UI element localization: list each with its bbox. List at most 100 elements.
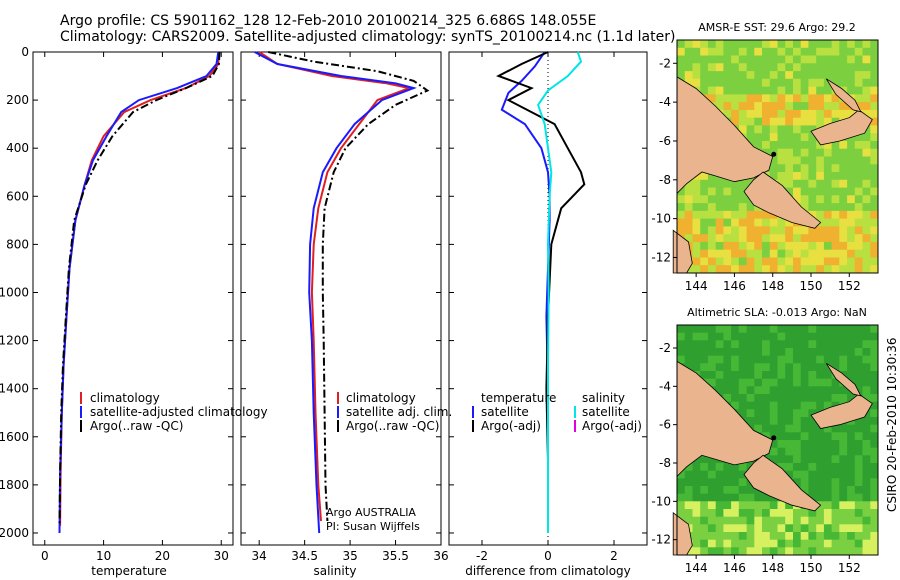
sst-map-cell (808, 78, 817, 88)
sla-map-cell (862, 539, 871, 548)
sla-map-cell (816, 547, 825, 556)
sst-map-cell (738, 179, 747, 189)
sla-map-cell (754, 539, 763, 548)
sst-map-cell (793, 257, 802, 266)
sla-map-cell (746, 547, 755, 556)
sla-map-cell (800, 386, 809, 395)
sst-map-cell (800, 257, 809, 266)
sla-map-cell (731, 401, 740, 410)
sst-map-cell (831, 164, 840, 173)
sla-map-cell (769, 332, 778, 341)
sst-map-cell (847, 241, 856, 251)
sst-map-cell (870, 40, 879, 49)
sla-map-cell (762, 501, 771, 510)
sst-map-cell (823, 172, 833, 181)
sst-map-cell (785, 117, 794, 126)
sst-map-cell (762, 226, 771, 235)
sla-map-cell (769, 516, 778, 525)
sst-map-cell (684, 226, 693, 235)
sst-map-ytick-label: -2 (659, 56, 671, 70)
sst-map-cell (823, 156, 833, 165)
sla-map-cell (854, 539, 863, 548)
sst-map-cell (769, 234, 778, 243)
sst-map-cell (707, 210, 717, 220)
salinity-xtick-label: 35 (342, 549, 357, 563)
sla-map-cell (746, 509, 755, 518)
sst-map-cell (793, 234, 802, 243)
sla-map-cell (707, 371, 717, 380)
sst-map-cell (800, 164, 809, 173)
sst-map-cell (785, 179, 794, 189)
sla-map-cell (816, 424, 825, 433)
depth-tick-label: 0 (21, 45, 29, 59)
sla-map-cell (854, 371, 863, 380)
sst-map-cell (847, 47, 856, 57)
sla-map-cell (715, 371, 724, 380)
sla-map-cell (723, 486, 732, 495)
sst-map-cell (677, 47, 686, 57)
sst-map-cell (754, 218, 763, 227)
sla-map-cell (684, 478, 693, 487)
sst-map-cell (793, 249, 802, 258)
sla-map-cell (839, 332, 848, 341)
sst-map-cell (700, 179, 709, 189)
sla-map-cell (777, 348, 786, 357)
sst-map-cell (700, 218, 709, 227)
sst-map-cell (823, 249, 833, 258)
sla-map-ytick-label: -12 (651, 533, 671, 547)
sst-map-cell (831, 40, 840, 49)
sla-map-cell (800, 478, 809, 487)
sla-map-cell (816, 355, 825, 364)
sla-map-cell (847, 539, 856, 548)
chart-marks: 0 10 20 30020040060080010001200140016001800… (0, 39, 879, 575)
csiro-timestamp: CSIRO 20-Feb-2010 10:30:36 (885, 337, 899, 512)
sst-map-cell (692, 226, 701, 235)
sst-map-cell (692, 257, 701, 266)
sla-map-cell (700, 371, 709, 380)
sla-map-cell (777, 386, 786, 395)
sla-map-cell (862, 417, 871, 426)
sla-map-cell (684, 509, 693, 518)
sst-map-cell (692, 210, 701, 220)
sst-map-cell (870, 241, 879, 251)
sla-map-cell (785, 424, 794, 433)
sst-map-cell (769, 55, 778, 64)
sst-map-cell (707, 55, 717, 64)
figure-title-line2: Climatology: CARS2009. Satellite-adjuste… (60, 29, 676, 45)
sla-map-cell (731, 355, 740, 364)
sst-map-cell (762, 78, 771, 88)
sst-map-cell (769, 156, 778, 165)
sla-map-cell (808, 417, 817, 426)
sst-map-cell (677, 40, 686, 49)
sla-map-cell (738, 348, 747, 357)
sla-map-cell (684, 470, 693, 479)
sla-map-cell (800, 509, 809, 518)
sst-map-cell (762, 234, 771, 243)
sst-map-cell (808, 109, 817, 119)
sst-map-cell (854, 141, 863, 150)
sst-map-cell (777, 86, 786, 95)
sst-map-cell (715, 102, 724, 111)
sst-map-cell (870, 210, 879, 220)
sst-map-cell (731, 94, 740, 103)
legend-label-argo: Argo(..raw -QC) (346, 419, 439, 433)
sst-map-cell (808, 203, 817, 212)
sla-map-cell (684, 363, 693, 372)
sla-map-cell (854, 509, 863, 518)
sla-map-cell (715, 509, 724, 518)
sla-map-cell (692, 493, 701, 502)
sst-map-cell (823, 148, 833, 157)
sla-map-cell (715, 348, 724, 357)
sla-map-cell (854, 355, 863, 364)
sst-map-cell (816, 249, 825, 258)
sla-map-cell (823, 440, 833, 449)
sla-map-cell (707, 501, 717, 510)
sst-map-cell (762, 141, 771, 150)
sst-map-cell (777, 179, 786, 189)
sla-map-cell (692, 348, 701, 357)
sla-map-cell (777, 455, 786, 464)
sla-map-cell (769, 371, 778, 380)
sst-map-cell (777, 148, 786, 157)
sla-map-cell (816, 371, 825, 380)
sst-map-cell (715, 241, 724, 251)
